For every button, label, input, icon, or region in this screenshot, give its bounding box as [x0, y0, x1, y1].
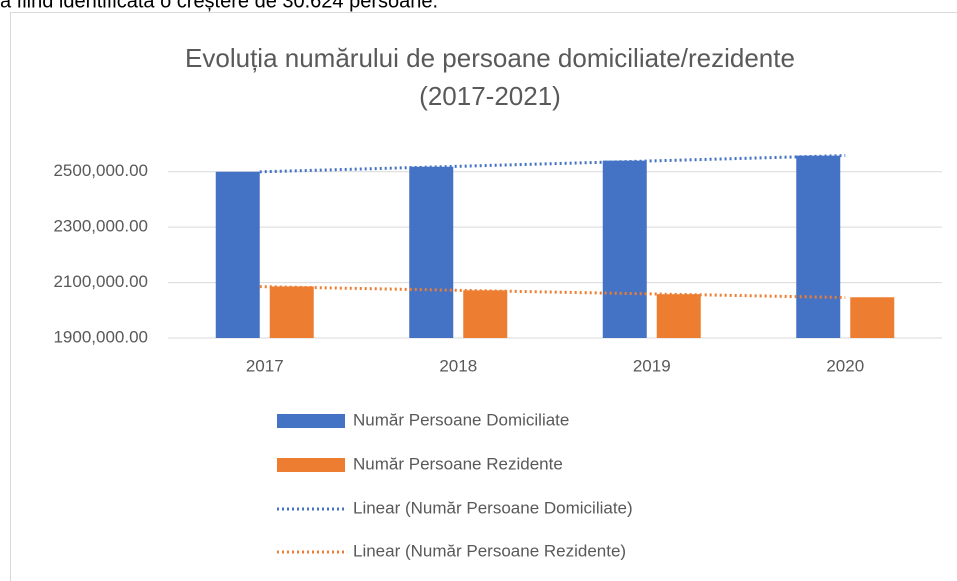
bar	[409, 166, 454, 338]
legend-label: Număr Persoane Rezidente	[353, 454, 563, 473]
y-tick-label: 1900,000.00	[53, 327, 148, 346]
y-tick-label: 2100,000.00	[53, 272, 148, 291]
trendline	[259, 285, 846, 300]
chart-title: Evoluția numărului de persoane domicilia…	[185, 43, 795, 73]
chart-frame	[10, 12, 957, 581]
x-tick-label: 2017	[246, 356, 284, 375]
legend-label: Număr Persoane Domiciliate	[353, 410, 569, 429]
bar	[850, 297, 895, 338]
chart-title: (2017-2021)	[419, 81, 561, 111]
x-tick-label: 2019	[633, 356, 671, 375]
y-tick-label: 2300,000.00	[53, 217, 148, 236]
legend-swatch	[277, 414, 345, 428]
x-tick-label: 2018	[439, 356, 477, 375]
bar	[656, 294, 701, 338]
page-text: a fiind identificată o creștere de 30.62…	[0, 0, 438, 12]
bar	[602, 160, 647, 338]
legend-swatch	[277, 458, 345, 472]
trendline	[259, 154, 846, 174]
bar	[463, 290, 508, 338]
x-tick-label: 2020	[826, 356, 864, 375]
legend-label: Linear (Număr Persoane Rezidente)	[353, 541, 626, 560]
y-tick-label: 2500,000.00	[53, 161, 148, 180]
bar	[796, 155, 841, 338]
bar	[215, 171, 260, 338]
bar	[269, 286, 314, 338]
legend-label: Linear (Număr Persoane Domiciliate)	[353, 498, 633, 517]
